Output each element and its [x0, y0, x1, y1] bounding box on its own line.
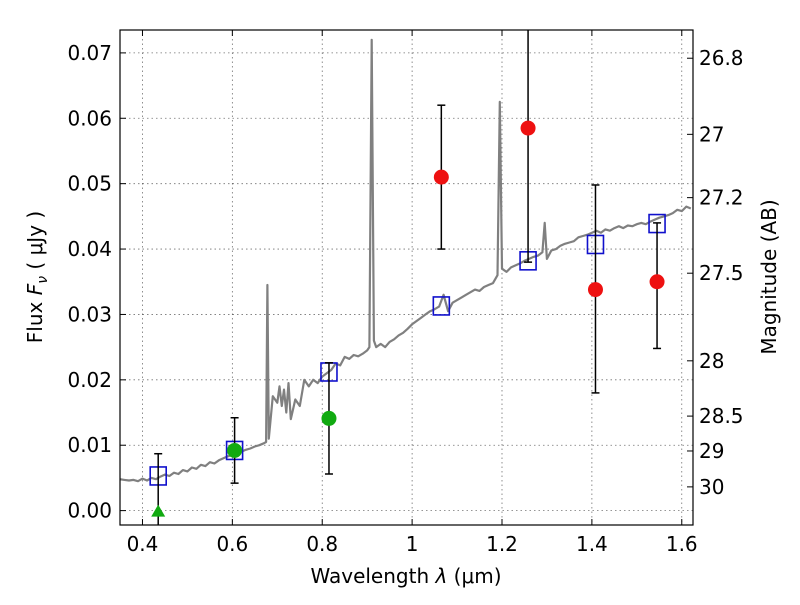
data-layer: [120, 30, 692, 525]
grid-lines: [120, 30, 693, 525]
y-tick-label: 0.02: [67, 368, 112, 392]
x-tick-label: 1: [406, 532, 419, 556]
x-tick-label: 0.8: [306, 532, 338, 556]
observed-point-red: [587, 282, 603, 298]
plot-frame: [119, 29, 694, 526]
magnitude-tick-label: 26.8: [699, 46, 744, 70]
y-tick-label: 0.01: [67, 433, 112, 457]
observed-point-red: [433, 169, 449, 185]
observed-point-green: [227, 442, 243, 458]
magnitude-tick-label: 27: [699, 122, 724, 146]
magnitude-axis-label: Magnitude (AB): [757, 199, 781, 354]
observed-point-green: [321, 410, 337, 426]
x-tick-label: 1.4: [576, 532, 608, 556]
observed-point-red: [520, 120, 536, 136]
axis-labels: Wavelength λ (μm) Flux Fν ( μJy ) Magnit…: [23, 199, 781, 588]
y-tick-label: 0.04: [67, 237, 112, 261]
model-sed-line: [120, 38, 692, 483]
y-tick-label: 0.07: [67, 41, 112, 65]
magnitude-tick-label: 28.5: [699, 404, 744, 428]
y-tick-label: 0.00: [67, 499, 112, 523]
magnitude-tick-label: 29: [699, 439, 724, 463]
magnitude-tick-label: 28: [699, 349, 724, 373]
y-axis-label: Flux Fν ( μJy ): [23, 211, 51, 343]
x-tick-label: 0.4: [127, 532, 159, 556]
upper-limit-triangle: [151, 504, 166, 517]
y-tick-label: 0.06: [67, 106, 112, 130]
observed-point-red: [649, 274, 665, 290]
model-photometry-square: [432, 296, 451, 316]
y-tick-label: 0.05: [67, 172, 112, 196]
x-tick-label: 1.6: [666, 532, 698, 556]
x-axis-label: Wavelength λ (μm): [310, 564, 501, 588]
magnitude-tick-label: 27.5: [699, 261, 744, 285]
magnitude-tick-label: 30: [699, 475, 724, 499]
magnitude-tick-label: 27.2: [699, 186, 744, 210]
x-tick-label: 1.2: [486, 532, 518, 556]
y-tick-label: 0.03: [67, 302, 112, 326]
x-tick-label: 0.6: [216, 532, 248, 556]
axis-ticks: 0.4 0.6 0.8 1 1.2 1.4 1.6 0.00 0.01 0.02 0.03 0.04 0…: [67, 30, 744, 556]
